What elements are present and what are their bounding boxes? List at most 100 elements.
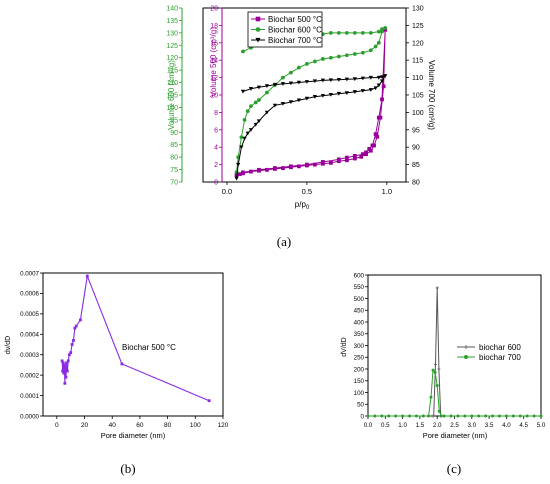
y-tick-label-c: 250 (354, 355, 365, 362)
y-tick-label-700: 105 (412, 93, 424, 100)
x-tick-label-b: 40 (109, 422, 117, 429)
y-tick-label-500: 2 (214, 162, 218, 169)
data-point-a (297, 65, 301, 70)
data-point-a (368, 88, 373, 92)
data-point-a (288, 100, 294, 105)
x-tick-label-c: 3.0 (467, 422, 476, 429)
data-point-a (367, 147, 372, 151)
data-point-a (376, 29, 381, 34)
data-point-c (470, 414, 474, 418)
y-tick-label-600: 130 (166, 30, 178, 37)
y-tick-label-b: 0.0005 (20, 311, 39, 318)
panel-a: 0.0 0.5 1.07075808590951001051101151201251… (166, 6, 436, 250)
data-point-c (432, 414, 436, 418)
legend-label-a: Biochar 500 °C (268, 15, 322, 24)
data-point-a (272, 103, 278, 108)
data-point-c (463, 414, 467, 418)
data-point-a (249, 104, 253, 109)
data-point-a (280, 82, 286, 86)
y-tick-label-600: 75 (170, 167, 178, 174)
data-point-b (63, 381, 67, 385)
data-point-c (435, 383, 439, 387)
data-point-c (532, 414, 536, 418)
data-point-b (64, 375, 68, 379)
y-tick-label-500: 18 (210, 23, 218, 30)
data-point-a (280, 101, 286, 106)
data-point-a (249, 169, 253, 174)
y-tick-label-c: 350 (354, 331, 365, 338)
data-point-a (352, 156, 357, 161)
y-tick-label-500: 14 (210, 58, 218, 65)
data-point-a (336, 157, 341, 162)
data-point-c (491, 414, 495, 418)
data-point-a (383, 74, 388, 78)
data-point-b (207, 399, 211, 403)
legend-marker-c (464, 345, 468, 349)
data-point-a (248, 128, 254, 132)
data-point-a (296, 98, 301, 103)
data-point-a (241, 49, 245, 54)
data-point-b (85, 274, 89, 278)
data-point-a (265, 167, 269, 172)
data-point-c (394, 414, 398, 418)
y-tick-label-600: 105 (166, 93, 178, 100)
x-tick-label-a: 0.5 (302, 187, 312, 196)
y-tick-label-600: 135 (166, 18, 178, 25)
data-point-c (427, 414, 431, 418)
legend-label-a: Biochar 600 °C (268, 26, 322, 35)
data-point-c (421, 414, 425, 418)
data-point-a (241, 170, 245, 175)
y-tick-label-c: 600 (354, 272, 365, 279)
y-tick-label-700: 110 (412, 75, 423, 82)
data-point-a (383, 25, 388, 30)
data-point-a (352, 154, 357, 158)
data-point-a (296, 80, 301, 85)
y-tick-label-b: 0.0006 (20, 291, 39, 298)
y-tick-label-b: 0.0003 (20, 352, 39, 359)
data-point-a (253, 100, 258, 105)
data-point-c (511, 414, 515, 418)
y-tick-label-b: 0.0002 (20, 372, 39, 379)
data-point-a (264, 110, 270, 115)
y-tick-label-600: 85 (170, 142, 178, 149)
y-tick-label-700: 115 (412, 58, 423, 65)
plot-frame-b (42, 272, 224, 417)
legend-marker-c (464, 355, 468, 359)
data-point-a (289, 164, 293, 169)
data-point-a (312, 79, 317, 84)
series-line-b-0 (61, 274, 210, 402)
data-point-a (344, 53, 349, 58)
data-point-a (336, 30, 341, 35)
data-point-c (414, 414, 418, 418)
data-point-a (328, 55, 333, 60)
y-axis-label-c: dV/dD (341, 337, 348, 356)
x-tick-label-c: 0.0 (364, 422, 373, 429)
data-point-a (344, 158, 349, 163)
x-tick-label-a: 0.0 (222, 187, 232, 196)
data-point-a (304, 162, 309, 167)
data-point-b (69, 351, 73, 355)
legend-label-c: biochar 600 (479, 343, 521, 352)
data-point-a (312, 95, 317, 99)
data-point-a (360, 30, 365, 35)
data-point-a (336, 77, 341, 82)
panel-c: 0.0 0.5 1.0 1.5 2.0 2.5 3.0 3.5 4.0 4.5 5.0 0 50 100 1… (341, 272, 546, 476)
data-point-a (236, 162, 241, 167)
data-point-b (62, 371, 66, 375)
data-point-c (435, 286, 439, 290)
y-tick-label-500: 20 (210, 6, 218, 13)
data-point-a (375, 134, 380, 139)
y-tick-label-700: 100 (412, 110, 424, 117)
series-line-c-1 (368, 369, 541, 417)
x-tick-label-b: 80 (164, 422, 172, 429)
data-point-c (518, 414, 522, 418)
data-point-a (364, 150, 368, 155)
y-tick-label-600: 95 (170, 117, 178, 124)
x-tick-label-c: 3.5 (485, 422, 494, 429)
data-point-a (373, 86, 378, 91)
y-axis-label-500: Volume 500 (cm³/g) (209, 27, 218, 97)
data-point-a (368, 75, 373, 80)
data-point-a (320, 93, 325, 98)
